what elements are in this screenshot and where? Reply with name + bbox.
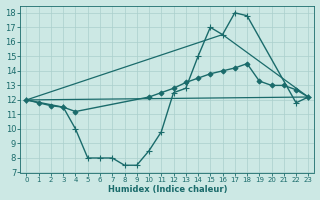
X-axis label: Humidex (Indice chaleur): Humidex (Indice chaleur) xyxy=(108,185,227,194)
